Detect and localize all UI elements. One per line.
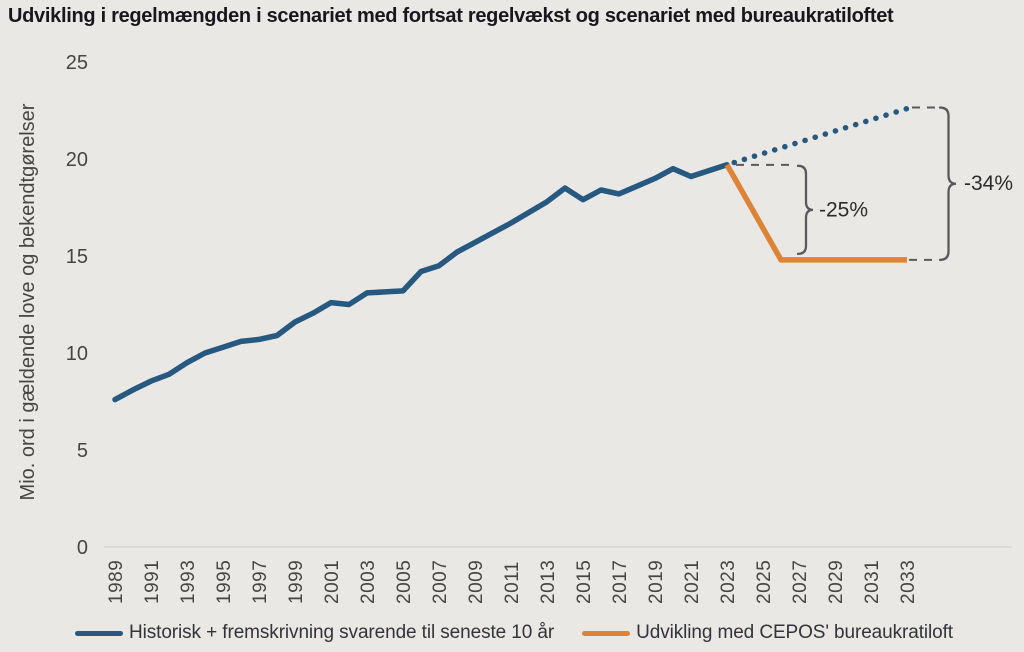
series-line-cepos bbox=[724, 163, 907, 263]
x-tick-label: 2005 bbox=[394, 560, 415, 604]
y-axis-ticks: 0 5 10 15 20 25 bbox=[66, 52, 1012, 559]
brace-25-percent bbox=[796, 164, 814, 256]
y-tick-label: 10 bbox=[66, 343, 88, 365]
x-tick-label: 1999 bbox=[286, 560, 307, 604]
x-tick-label: 2025 bbox=[754, 560, 775, 604]
x-tick-label: 1989 bbox=[106, 560, 127, 604]
x-tick-label: 2029 bbox=[826, 560, 847, 604]
y-tick-label: 20 bbox=[66, 149, 88, 171]
x-tick-label: 1991 bbox=[142, 560, 163, 604]
x-tick-label: 2021 bbox=[682, 560, 703, 604]
y-tick-label: 5 bbox=[77, 440, 88, 462]
x-tick-label: 2031 bbox=[862, 560, 883, 604]
x-tick-label: 1993 bbox=[178, 560, 199, 604]
annotation-guides bbox=[736, 106, 957, 262]
x-tick-label: 2017 bbox=[610, 560, 631, 604]
x-tick-label: 1995 bbox=[214, 560, 235, 604]
y-tick-label: 15 bbox=[66, 246, 88, 268]
x-tick-label: 2007 bbox=[430, 560, 451, 604]
y-axis-title: Mio. ord i gældende love og bekendtgørel… bbox=[17, 103, 39, 500]
x-tick-label: 1997 bbox=[250, 560, 271, 604]
x-tick-label: 2011 bbox=[502, 561, 523, 604]
legend-item-historical: Historisk + fremskrivning svarende til s… bbox=[75, 622, 554, 644]
legend-label-cepos: Udvikling med CEPOS' bureaukratiloft bbox=[636, 622, 953, 643]
legend-label-historical: Historisk + fremskrivning svarende til s… bbox=[129, 622, 555, 643]
series-line-historical bbox=[112, 162, 730, 403]
x-axis-ticks: 1989 1991 1993 1995 1997 1999 2001 2003 2005 2007… bbox=[106, 560, 919, 604]
annotation-minus-25-label: -25% bbox=[819, 198, 868, 221]
x-tick-label: 2033 bbox=[898, 560, 919, 604]
y-tick-label: 0 bbox=[77, 537, 88, 559]
x-tick-label: 2023 bbox=[718, 560, 739, 604]
y-tick-label: 25 bbox=[66, 52, 88, 74]
annotation-minus-34-label: -34% bbox=[964, 172, 1013, 195]
legend-marker-cepos bbox=[582, 630, 631, 636]
x-tick-label: 2003 bbox=[358, 560, 379, 604]
x-tick-label: 2009 bbox=[466, 560, 487, 604]
x-tick-label: 2019 bbox=[646, 560, 667, 604]
x-tick-label: 2015 bbox=[574, 560, 595, 604]
chart-title: Udvikling i regelmængden i scenariet med… bbox=[8, 5, 894, 27]
legend: Historisk + fremskrivning svarende til s… bbox=[75, 621, 953, 645]
legend-item-cepos: Udvikling med CEPOS' bureaukratiloft bbox=[582, 622, 953, 644]
legend-marker-historical bbox=[75, 630, 123, 636]
x-tick-label: 2027 bbox=[790, 560, 811, 604]
data-series bbox=[112, 105, 910, 403]
series-line-projection bbox=[731, 105, 910, 166]
x-tick-label: 2001 bbox=[322, 560, 343, 604]
x-tick-label: 2013 bbox=[538, 560, 559, 604]
brace-34-percent bbox=[938, 106, 957, 262]
line-chart: Mio. ord i gældende love og bekendtgørel… bbox=[17, 52, 1013, 604]
